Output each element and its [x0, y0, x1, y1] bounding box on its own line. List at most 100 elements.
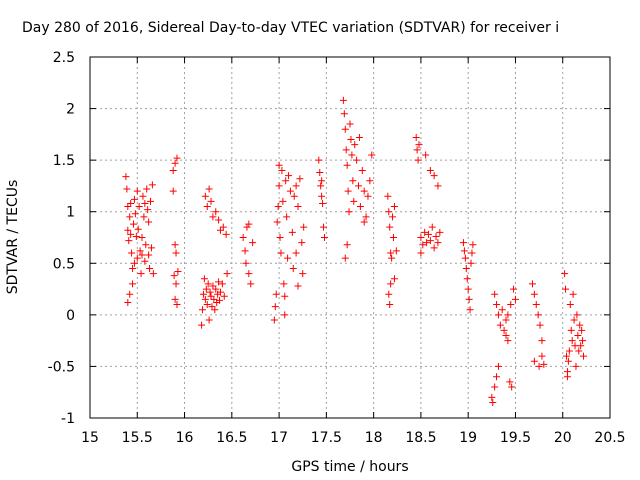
data-point	[215, 278, 223, 286]
data-point	[173, 301, 181, 309]
data-point	[241, 247, 249, 255]
y-tick-label: 0.5	[53, 256, 75, 272]
data-point	[134, 225, 142, 233]
data-point	[469, 241, 477, 249]
data-point	[390, 275, 398, 283]
data-point	[563, 373, 571, 381]
data-point	[142, 241, 150, 249]
data-point	[562, 285, 570, 293]
data-point	[271, 303, 279, 311]
ticks	[89, 56, 611, 419]
data-point	[274, 203, 282, 211]
data-point	[355, 182, 363, 190]
data-point	[171, 241, 179, 249]
x-tick-label: 15.5	[122, 430, 153, 446]
data-point	[345, 208, 353, 216]
data-point	[209, 282, 217, 290]
data-point	[298, 239, 306, 247]
y-tick-label: 1	[66, 205, 75, 221]
data-point	[216, 288, 224, 296]
data-point	[242, 259, 250, 267]
data-point	[286, 187, 294, 195]
data-point	[570, 316, 578, 324]
data-point	[339, 96, 347, 104]
data-point	[344, 187, 352, 195]
data-point	[317, 182, 325, 190]
data-point	[561, 270, 569, 278]
grid	[90, 57, 610, 418]
data-point	[202, 285, 210, 293]
x-tick-label: 17	[270, 430, 288, 446]
data-point	[290, 192, 298, 200]
data-point	[219, 223, 227, 231]
data-point	[137, 270, 145, 278]
data-point	[510, 285, 518, 293]
data-point	[170, 272, 178, 280]
data-point	[530, 290, 538, 298]
data-point	[204, 280, 212, 288]
y-tick-label: -0.5	[48, 359, 75, 375]
data-point	[315, 156, 323, 164]
data-point	[388, 254, 396, 262]
x-tick-label: 20.5	[594, 430, 625, 446]
data-point	[430, 172, 438, 180]
data-point	[281, 311, 289, 319]
data-point	[428, 223, 436, 231]
data-point	[124, 226, 132, 234]
data-point	[130, 259, 138, 267]
data-point	[563, 352, 571, 360]
data-point	[270, 316, 278, 324]
data-point	[389, 213, 397, 221]
data-point	[348, 151, 356, 159]
data-point	[149, 270, 157, 278]
data-point	[387, 249, 395, 257]
data-point	[385, 208, 393, 216]
data-point	[412, 133, 420, 141]
data-point	[494, 311, 502, 319]
data-point	[386, 301, 394, 309]
data-point	[201, 295, 209, 303]
data-point	[491, 383, 499, 391]
data-point	[459, 239, 467, 247]
data-point	[362, 213, 370, 221]
data-point	[350, 197, 358, 205]
data-point	[249, 239, 257, 247]
data-point	[275, 182, 283, 190]
data-point	[129, 264, 137, 272]
data-point	[568, 337, 576, 345]
x-tick-label: 19	[459, 430, 477, 446]
data-point	[572, 362, 580, 370]
y-tick-label: 2	[66, 102, 75, 118]
data-point	[358, 166, 366, 174]
data-point	[461, 254, 469, 262]
data-point	[535, 362, 543, 370]
data-point	[299, 270, 307, 278]
data-point	[122, 173, 130, 181]
data-point	[201, 192, 209, 200]
data-point	[128, 249, 136, 257]
data-points	[122, 96, 588, 407]
data-point	[430, 244, 438, 252]
data-point	[141, 199, 149, 207]
data-point	[215, 216, 223, 224]
data-point	[366, 177, 374, 185]
data-point	[341, 125, 349, 133]
data-point	[538, 352, 546, 360]
data-point	[205, 185, 213, 193]
data-point	[355, 133, 363, 141]
data-point	[275, 161, 283, 169]
data-point	[500, 326, 508, 334]
plot-frame	[89, 56, 611, 419]
data-point	[207, 197, 215, 205]
data-point	[205, 316, 213, 324]
data-point	[494, 362, 502, 370]
data-point	[141, 257, 149, 265]
data-point	[243, 223, 251, 231]
data-point	[124, 298, 132, 306]
data-point	[493, 373, 501, 381]
data-point	[138, 234, 146, 241]
data-point	[239, 234, 247, 241]
data-point	[172, 249, 180, 257]
data-point	[504, 311, 512, 319]
